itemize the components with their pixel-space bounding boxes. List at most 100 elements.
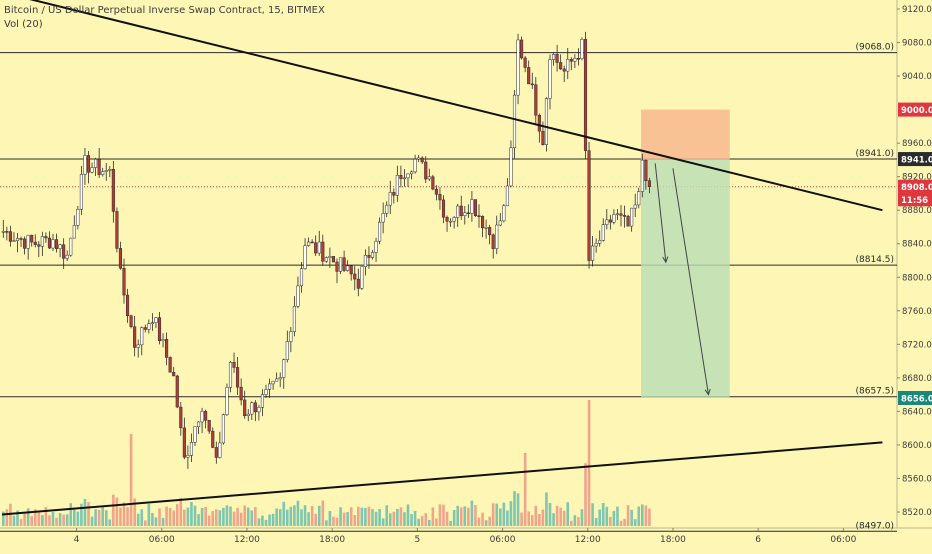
price-tick-label: 8840.0 — [902, 240, 932, 250]
candle-body — [303, 245, 307, 269]
candle-body — [186, 455, 190, 458]
candle-body — [569, 59, 573, 62]
candle-body — [129, 315, 133, 327]
time-tick-label: 18:00 — [660, 535, 686, 545]
candle-body — [221, 414, 225, 444]
volume-bar — [477, 517, 481, 526]
candle-body — [601, 224, 605, 241]
candle-body — [296, 285, 300, 307]
candle-body — [97, 159, 101, 175]
candle-body — [452, 217, 456, 222]
volume-bar — [530, 515, 534, 526]
price-tick-label: 8800.0 — [902, 273, 932, 283]
candle-body — [413, 158, 417, 173]
volume-bar — [332, 516, 335, 526]
candle-body — [431, 176, 435, 190]
candle-body — [69, 237, 73, 256]
candle-body — [573, 57, 577, 62]
candle-body — [232, 361, 236, 368]
candle-body — [626, 215, 630, 227]
volume-bar — [538, 513, 541, 526]
horizontal-levels[interactable]: (9068.0) (8941.0) (8814.5) (8657.5) (8497.0) — [0, 43, 897, 532]
candle-body — [363, 255, 367, 267]
time-tick-label: 6 — [755, 535, 761, 545]
volume-bar — [417, 518, 420, 526]
time-tick-label: 06:00 — [149, 535, 175, 545]
candle-body — [473, 199, 477, 216]
candle-body — [140, 327, 144, 346]
candle-body — [268, 383, 272, 390]
volume-bar — [349, 507, 353, 526]
volume-bar — [555, 505, 559, 526]
volume-bar — [179, 497, 183, 526]
volume-bar — [648, 508, 651, 526]
candle-body — [484, 227, 488, 229]
volume-bar — [506, 510, 509, 526]
level-label: (8657.5) — [855, 387, 894, 397]
candle-body — [79, 174, 83, 210]
volume-bar — [215, 509, 218, 526]
volume-bar — [371, 509, 374, 526]
volume-bar — [545, 492, 548, 526]
trendlines[interactable] — [1, 0, 883, 516]
volume-bar — [119, 507, 122, 526]
volume-bar — [342, 512, 346, 526]
projection-arrows[interactable] — [654, 163, 711, 396]
candle-body — [608, 219, 612, 223]
volume-bar — [33, 509, 37, 526]
candle-body — [498, 220, 502, 226]
volume-bar — [204, 506, 207, 526]
volume-bar — [364, 507, 367, 526]
volume-bar — [172, 510, 175, 526]
volume-bar — [41, 515, 44, 526]
candle-body — [381, 213, 385, 223]
volume-bar — [413, 510, 417, 526]
candle-body — [470, 199, 474, 214]
projection-arrow — [654, 163, 667, 263]
price-label-box — [898, 192, 932, 207]
volume-bar — [559, 507, 562, 526]
price-axis[interactable] — [896, 0, 932, 550]
candle-body — [257, 407, 261, 413]
volume-bar — [26, 508, 30, 526]
candle-body — [204, 411, 208, 421]
volume-bar — [459, 507, 463, 526]
candle-body — [150, 322, 154, 324]
volume-bar — [48, 515, 51, 526]
volume-bar — [69, 503, 73, 526]
price-label-text: 8656.0 — [901, 394, 932, 404]
candle-body — [374, 240, 378, 253]
level-label: (8814.5) — [855, 255, 894, 265]
short-position-tool[interactable] — [641, 109, 730, 398]
candle-body — [58, 244, 62, 249]
candle-body — [406, 173, 410, 179]
volume-bar — [335, 517, 339, 526]
volume-bar — [587, 400, 591, 526]
volume-bar — [23, 513, 26, 526]
candle-body — [548, 59, 552, 99]
volume-bar — [609, 516, 612, 526]
volume-bar — [406, 504, 410, 526]
price-tick-label: 9120.0 — [902, 5, 932, 15]
candle-body — [126, 294, 130, 316]
candle-body — [76, 209, 80, 226]
arrow-head — [662, 256, 669, 264]
candle-body — [182, 427, 186, 458]
price-ticks: 9120.0 9080.0 9040.0 8960.0 8920.0 8880.0 8840… — [897, 5, 932, 518]
candle-body — [200, 411, 204, 423]
volume-bar — [502, 502, 506, 526]
volume-bar — [286, 509, 289, 526]
candle-body — [285, 341, 289, 360]
volume-bar — [449, 520, 452, 526]
candle-body — [534, 84, 538, 116]
volume-bar — [399, 507, 403, 526]
volume-bar — [193, 505, 197, 526]
volume-bar — [65, 514, 69, 526]
candle-body — [339, 257, 343, 272]
candle-body — [175, 375, 179, 408]
candle-body — [509, 147, 513, 187]
volume-bar — [527, 511, 530, 526]
candle-body — [211, 430, 215, 448]
candle-body — [317, 241, 321, 254]
